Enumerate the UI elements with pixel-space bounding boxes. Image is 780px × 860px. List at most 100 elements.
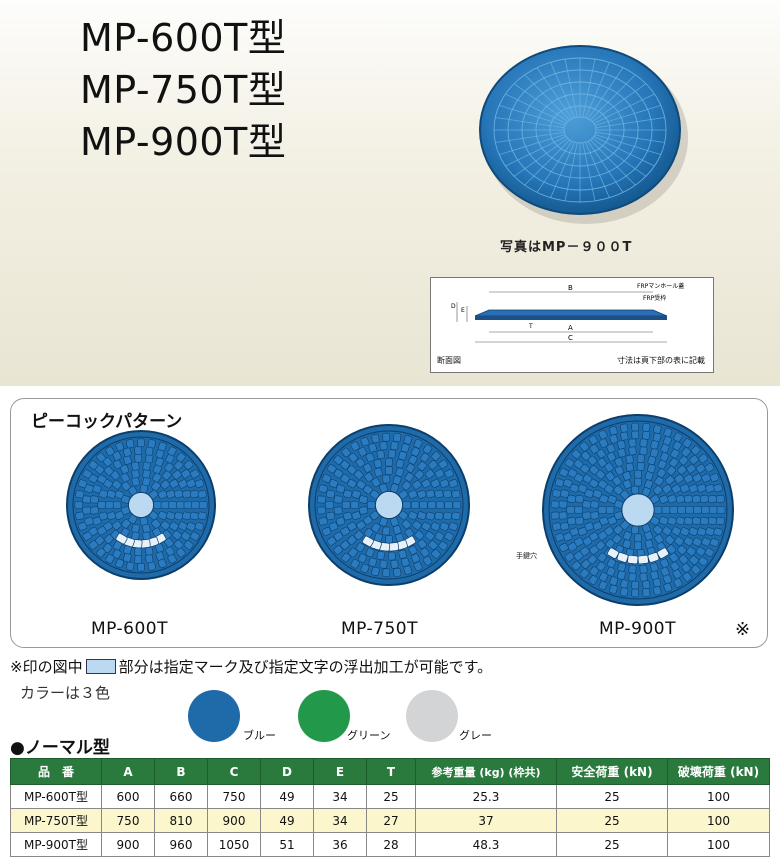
- pattern-cell: [360, 563, 370, 574]
- pattern-cell: [318, 484, 328, 494]
- pattern-cell: [427, 501, 437, 509]
- title-600: MP-600T型: [80, 16, 287, 60]
- pattern-cell: [173, 539, 184, 550]
- pattern-cell: [358, 495, 369, 504]
- table-cell: 25.3: [415, 784, 557, 809]
- pattern-cell: [673, 578, 683, 588]
- emboss-arc-cell: [362, 535, 374, 547]
- emboss-note: ※印の図中 部分は指定マーク及び指定文字の浮出加工が可能です。: [10, 656, 492, 677]
- pattern-cell: [142, 469, 151, 479]
- pattern-cell: [613, 485, 624, 496]
- emboss-arc-cell: [656, 547, 669, 559]
- pattern-cell: [559, 542, 569, 553]
- pattern-cell: [620, 579, 629, 589]
- pattern-cell: [698, 453, 708, 464]
- svg-text:E: E: [461, 307, 465, 314]
- pattern-cell: [617, 570, 626, 580]
- pattern-cell: [168, 501, 177, 509]
- pattern-cell: [704, 463, 715, 473]
- pattern-cell: [681, 562, 691, 573]
- pattern-cell: [669, 506, 679, 514]
- pattern-cell: [680, 483, 690, 493]
- pattern-cell: [180, 469, 191, 479]
- pattern-cell: [628, 572, 637, 582]
- pattern-cell: [448, 479, 459, 488]
- pattern-cell: [325, 489, 336, 499]
- pattern-cell: [137, 438, 145, 448]
- pattern-cell: [134, 547, 143, 557]
- pattern-cell: [190, 469, 200, 479]
- pattern-cell: [189, 489, 199, 499]
- table-row: MP-900T型 900 960 1050 51 36 28 48.3 25 1…: [10, 832, 770, 857]
- pattern-cell: [605, 538, 615, 549]
- pattern-cell: [96, 452, 106, 463]
- pattern-cell: [634, 469, 642, 479]
- pattern-cell: [390, 559, 399, 569]
- pattern-cell: [96, 547, 106, 558]
- pattern-cell: [414, 530, 425, 541]
- pattern-cell: [401, 480, 412, 491]
- pattern-cell: [606, 558, 617, 568]
- pattern-cell: [392, 475, 402, 485]
- pattern-cell: [434, 511, 444, 521]
- pattern-cell: [642, 422, 651, 432]
- pattern-cell: [662, 484, 672, 494]
- pattern-cell: [671, 484, 682, 494]
- pattern-cell: [699, 516, 709, 526]
- table-header-row: 品 番 A B C D E T 参考重量 (kg) (枠共) 安全荷重 (kN)…: [10, 758, 770, 785]
- pattern-cell: [620, 423, 629, 433]
- pattern-cell: [662, 526, 672, 536]
- table-cell: MP-900T型: [10, 832, 102, 857]
- pattern-cell: [410, 501, 420, 509]
- pattern-cell: [713, 483, 723, 493]
- pattern-cell: [451, 511, 461, 520]
- pattern-cell: [111, 520, 122, 531]
- pattern-cell: [589, 566, 599, 576]
- pattern-cell: [371, 522, 381, 533]
- pattern-cell: [347, 465, 357, 475]
- pattern-cell: [104, 534, 114, 544]
- pattern-cell: [77, 479, 88, 489]
- col-header: E: [313, 758, 367, 785]
- pattern-cell: [353, 469, 364, 480]
- pattern-cell: [678, 554, 689, 565]
- pattern-cell: [340, 540, 350, 550]
- table-cell: 28: [366, 832, 416, 857]
- pattern-cell: [134, 446, 143, 455]
- pattern-cell: [691, 494, 701, 504]
- pattern-cell: [653, 506, 663, 514]
- pattern-cell: [348, 547, 358, 558]
- pattern-cell: [614, 457, 624, 467]
- pattern-cell: [147, 561, 156, 571]
- pattern-cell: [77, 521, 88, 531]
- pattern-cell: [442, 511, 453, 521]
- pattern-cell: [328, 479, 339, 488]
- pattern-cell: [666, 544, 677, 555]
- pattern-cell: [408, 511, 418, 521]
- pattern-cell: [598, 429, 608, 440]
- pattern-cell: [82, 495, 92, 504]
- pattern-cell: [589, 444, 599, 454]
- pattern-cell: [707, 516, 717, 526]
- pattern-cell: [636, 454, 645, 463]
- pattern-cell: [183, 501, 193, 509]
- pattern-cell: [194, 521, 205, 531]
- pattern-cell: [350, 441, 360, 452]
- pattern-cell: [371, 433, 380, 444]
- product-titles: MP-600T型 MP-750T型 MP-900T型: [80, 12, 286, 168]
- pattern-cell: [401, 519, 412, 530]
- pattern-cell: [316, 506, 326, 515]
- pattern-cell: [341, 501, 351, 509]
- pattern-cell: [376, 450, 385, 460]
- pattern-cell: [605, 471, 615, 482]
- pattern-cell: [673, 432, 683, 442]
- pattern-cell: [387, 551, 396, 561]
- svg-text:D: D: [451, 303, 456, 310]
- pattern-cell: [385, 535, 393, 544]
- table-cell: 51: [260, 832, 314, 857]
- pattern-cell: [410, 446, 421, 457]
- svg-text:C: C: [568, 334, 573, 342]
- pattern-cell: [175, 501, 185, 509]
- center-emboss-area: [127, 491, 155, 519]
- pattern-cell: [385, 466, 393, 475]
